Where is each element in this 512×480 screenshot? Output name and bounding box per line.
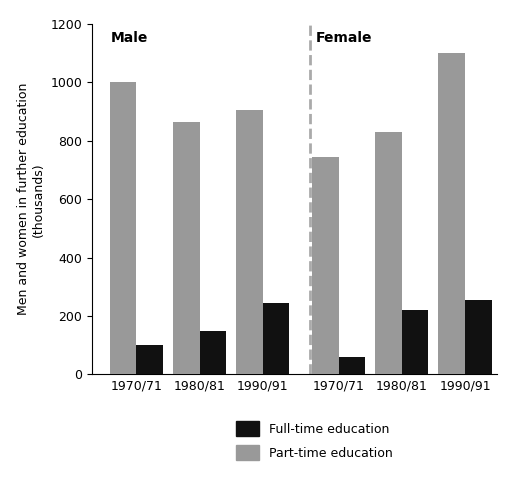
Bar: [375, 132, 402, 374]
Bar: [312, 157, 338, 374]
Bar: [402, 310, 429, 374]
Bar: [110, 83, 136, 374]
Bar: [136, 345, 163, 374]
Bar: [263, 303, 289, 374]
Bar: [236, 110, 263, 374]
Legend: Full-time education, Part-time education: Full-time education, Part-time education: [230, 415, 399, 466]
Text: Female: Female: [315, 31, 372, 45]
Bar: [338, 357, 365, 374]
Bar: [200, 331, 226, 374]
Y-axis label: Men and women in further education
(thousands): Men and women in further education (thou…: [17, 83, 45, 315]
Text: Male: Male: [111, 31, 148, 45]
Bar: [465, 300, 492, 374]
Bar: [173, 122, 200, 374]
Bar: [438, 53, 465, 374]
